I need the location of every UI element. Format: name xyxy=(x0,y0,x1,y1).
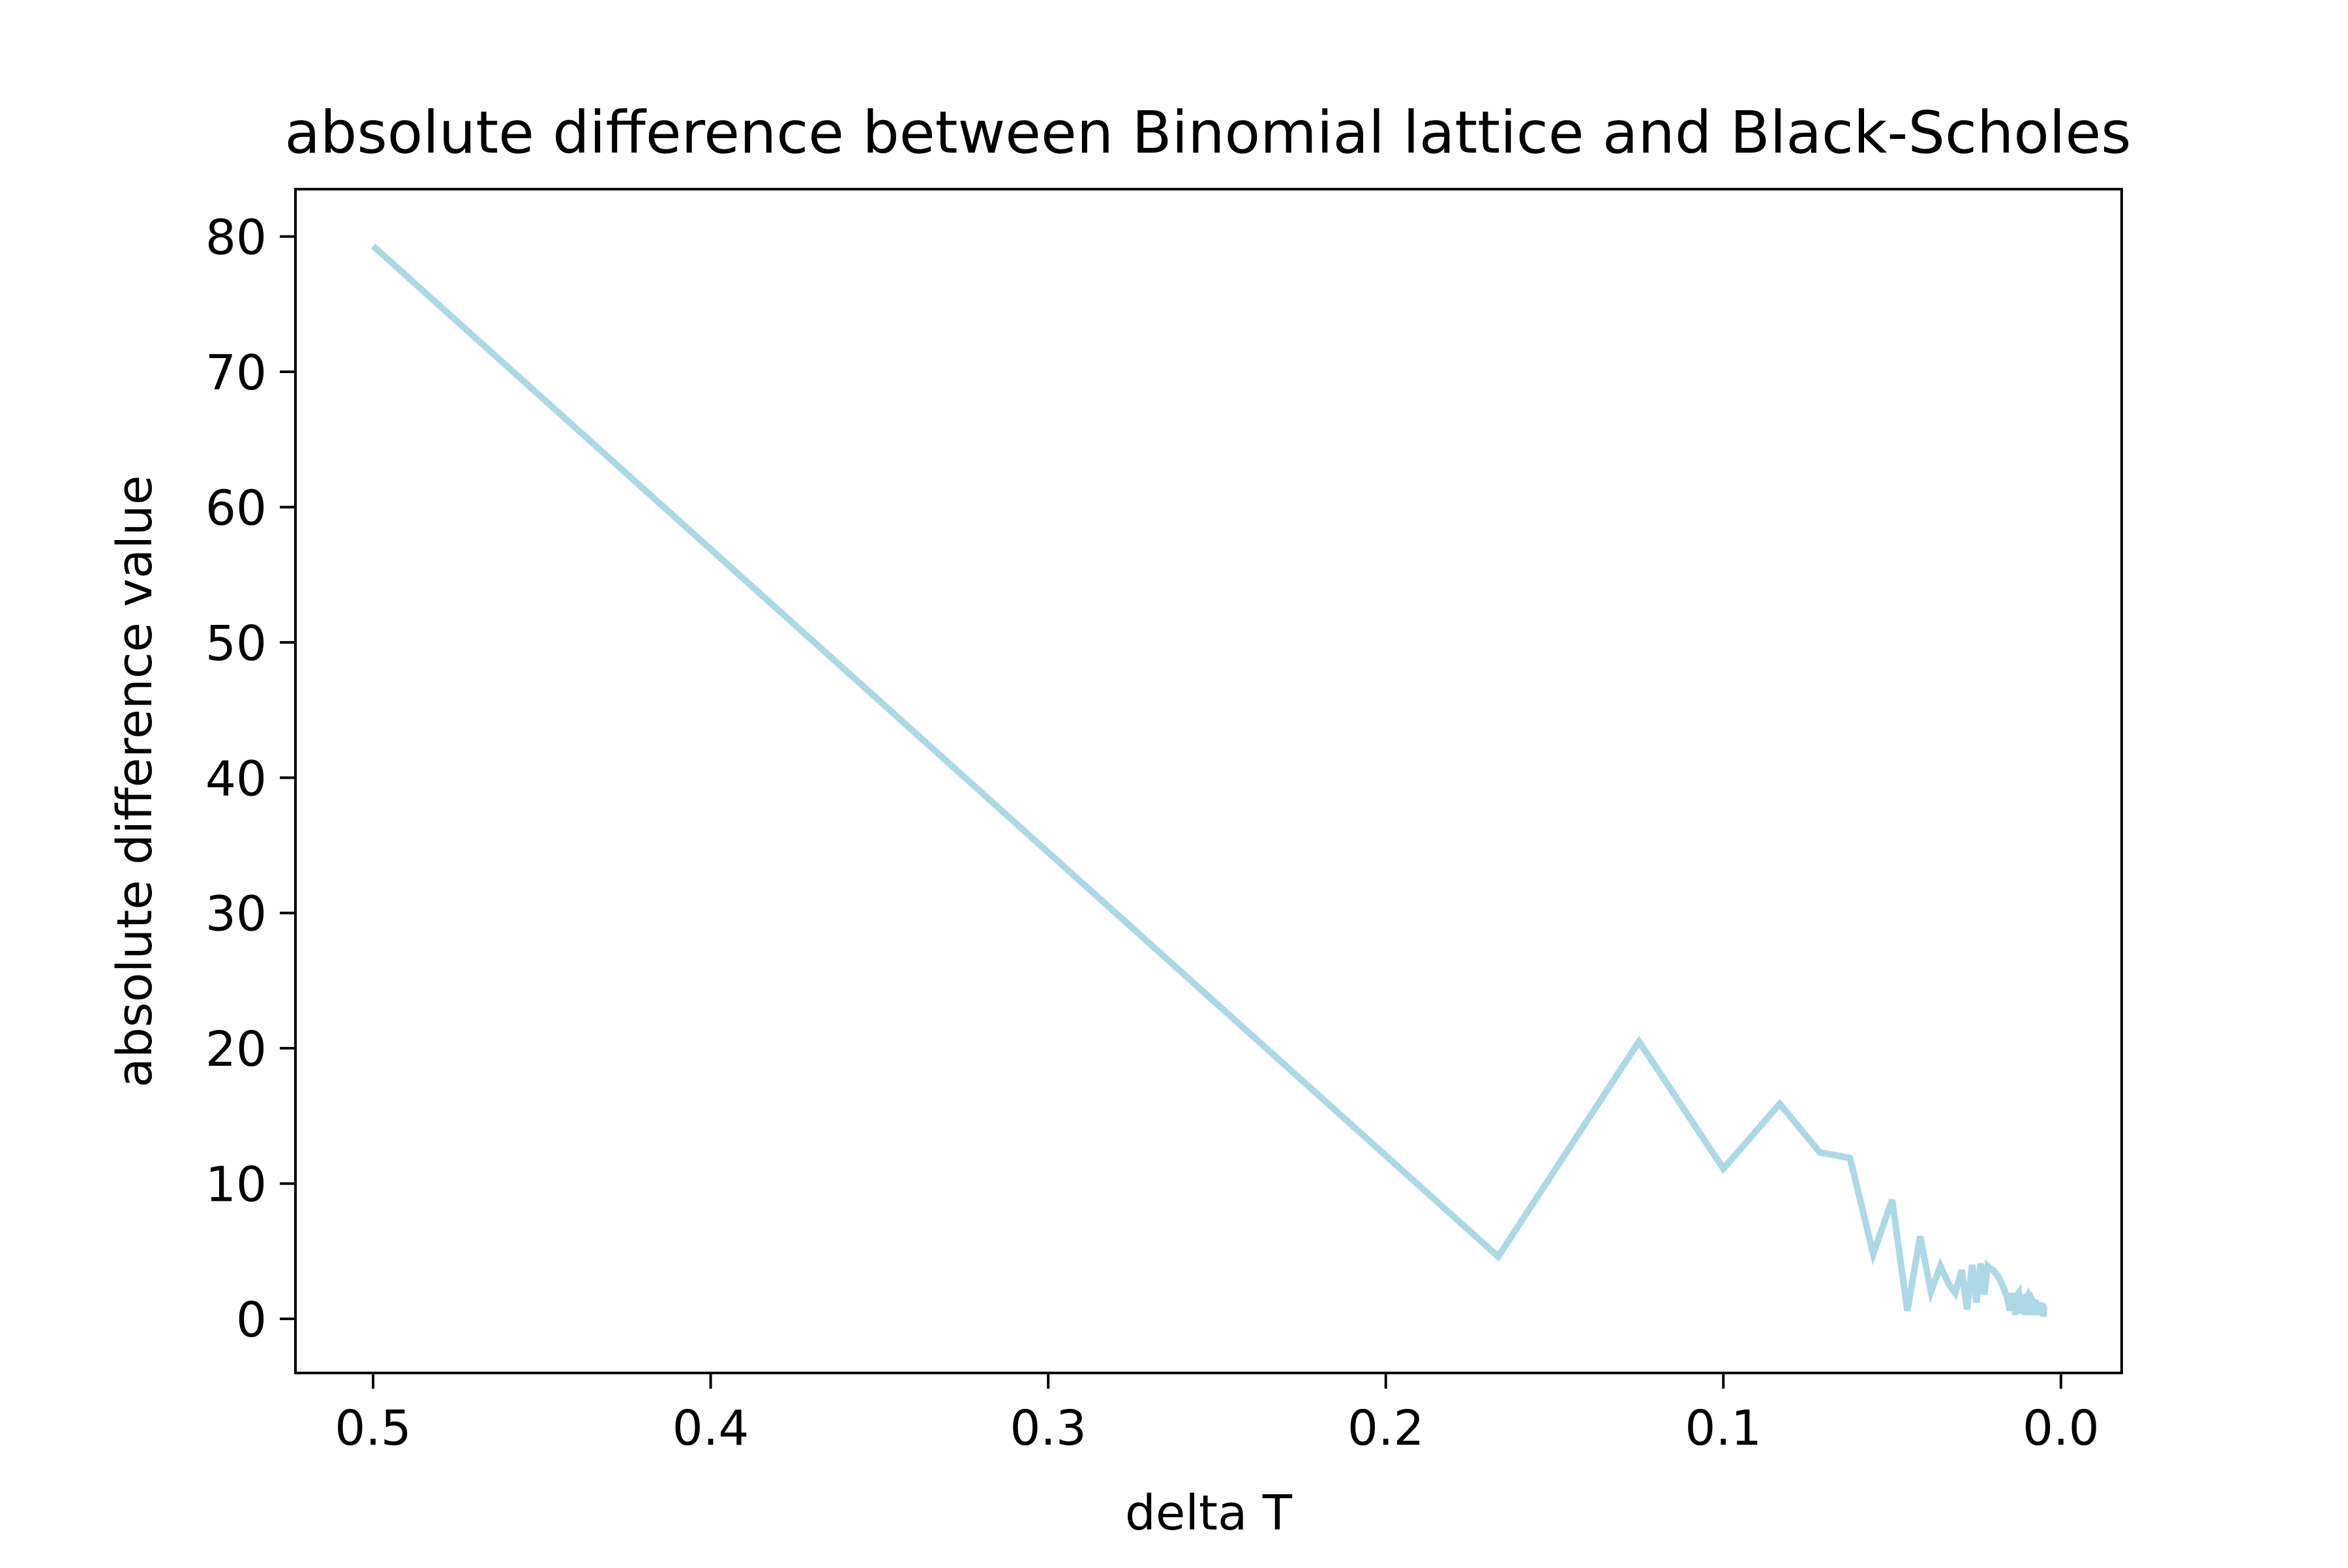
y-tick-label: 70 xyxy=(205,345,267,401)
x-tick-label: 0.3 xyxy=(1010,1400,1087,1456)
y-axis-label: absolute difference value xyxy=(107,475,163,1088)
y-tick-label: 20 xyxy=(205,1021,267,1078)
x-axis-label: delta T xyxy=(1125,1485,1293,1541)
x-tick-label: 0.0 xyxy=(2023,1400,2100,1456)
y-tick-label: 0 xyxy=(236,1292,267,1348)
x-tick-label: 0.5 xyxy=(335,1400,412,1456)
axes-frame xyxy=(294,188,2123,1374)
x-tick-label: 0.4 xyxy=(672,1400,749,1456)
y-tick-label: 50 xyxy=(205,616,267,672)
x-tick-label: 0.2 xyxy=(1347,1400,1424,1456)
x-axis-ticks: 0.5 0.4 0.3 0.2 0.1 0.0 xyxy=(335,1373,2100,1456)
x-tick-label: 0.1 xyxy=(1685,1400,1762,1456)
y-tick-label: 40 xyxy=(205,751,267,807)
y-tick-label: 80 xyxy=(205,210,267,266)
y-tick-label: 30 xyxy=(205,886,267,942)
series-line-0 xyxy=(370,243,2047,1317)
y-axis-ticks: 0 10 20 30 40 50 60 70 80 xyxy=(205,210,295,1348)
chart-title: absolute difference between Binomial lat… xyxy=(284,98,2131,166)
y-tick-label: 10 xyxy=(205,1157,267,1213)
y-tick-label: 60 xyxy=(205,480,267,536)
plot-area xyxy=(370,243,2047,1317)
